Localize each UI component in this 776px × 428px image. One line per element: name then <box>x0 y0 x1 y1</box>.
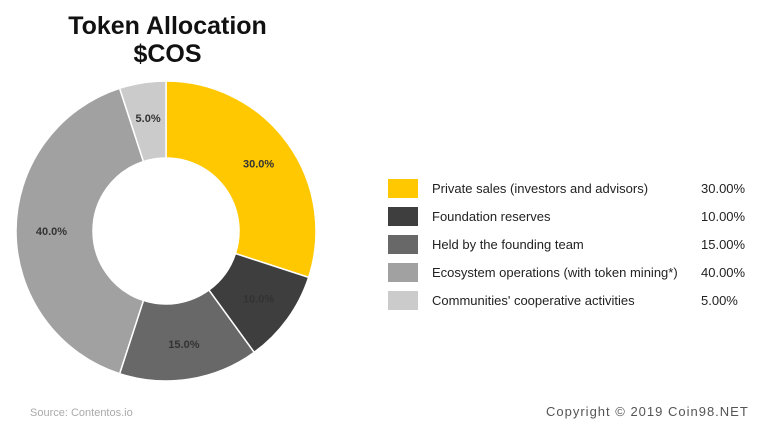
legend-item: Ecosystem operations (with token mining*… <box>388 261 758 289</box>
legend-item: Communities' cooperative activities 5.00… <box>388 289 758 317</box>
donut-slice <box>118 80 167 163</box>
legend-value: 30.00% <box>701 181 746 196</box>
legend-label: Foundation reserves <box>432 209 551 224</box>
legend-swatch <box>388 179 418 198</box>
legend-label: Held by the founding team <box>432 237 584 252</box>
slice-label: 5.0% <box>136 113 161 125</box>
legend-swatch <box>388 235 418 254</box>
chart-title-line2: $COS <box>133 40 202 68</box>
legend-label: Private sales (investors and advisors) <box>432 181 649 196</box>
chart-title-line1: Token Allocation <box>68 12 267 40</box>
slice-label: 10.0% <box>243 293 274 305</box>
source-note: Source: Contentos.io <box>30 407 133 419</box>
legend-value: 15.00% <box>701 237 746 252</box>
legend-swatch <box>388 263 418 282</box>
legend-item: Private sales (investors and advisors) 3… <box>388 177 758 205</box>
legend: Private sales (investors and advisors) 3… <box>388 177 758 317</box>
legend-item: Foundation reserves 10.00% <box>388 205 758 233</box>
chart-title: Token Allocation $COS <box>40 12 295 68</box>
copyright-note: Copyright © 2019 Coin98.NET <box>546 404 749 419</box>
legend-item: Held by the founding team 15.00% <box>388 233 758 261</box>
legend-value: 5.00% <box>701 293 738 308</box>
legend-value: 40.00% <box>701 265 746 280</box>
legend-swatch <box>388 291 418 310</box>
slice-label: 30.0% <box>243 159 274 171</box>
legend-swatch <box>388 207 418 226</box>
legend-label: Communities' cooperative activities <box>432 293 635 308</box>
donut-slice <box>15 87 145 375</box>
legend-value: 10.00% <box>701 209 746 224</box>
slice-label: 40.0% <box>36 226 67 238</box>
legend-label: Ecosystem operations (with token mining*… <box>432 265 678 280</box>
donut-chart: 30.0% 10.0% 15.0% 40.0% 5.0% <box>15 80 317 382</box>
donut-slice <box>165 80 317 279</box>
slice-label: 15.0% <box>168 339 199 351</box>
